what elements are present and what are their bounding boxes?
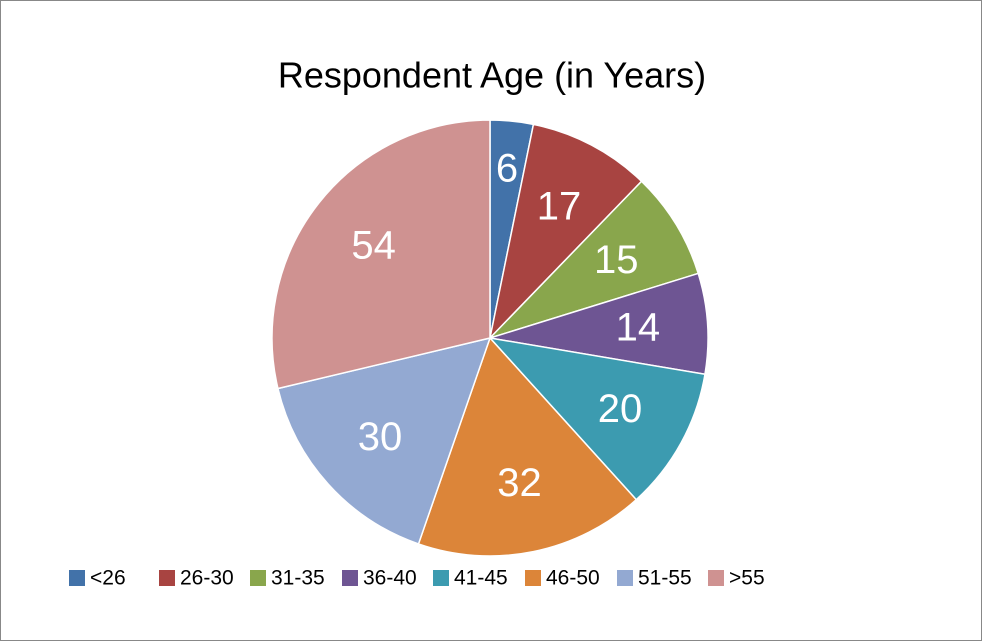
- legend-swatch: [69, 570, 85, 586]
- pie-slice: [417, 336, 638, 557]
- legend-label: 46-50: [546, 567, 600, 590]
- chart-title: Respondent Age (in Years): [278, 55, 706, 96]
- legend-swatch: [250, 570, 266, 586]
- data-label: 15: [594, 238, 639, 282]
- data-label: 54: [351, 224, 396, 268]
- data-label: 6: [496, 146, 518, 190]
- pie-slice: [489, 272, 709, 376]
- legend-label: 36-40: [363, 567, 417, 590]
- legend-label: <26: [90, 567, 126, 590]
- data-label: 20: [598, 387, 643, 431]
- data-label: 32: [497, 461, 542, 505]
- pie-slice: [271, 119, 491, 390]
- legend-label: 26-30: [180, 567, 234, 590]
- pie-slice: [489, 180, 700, 339]
- data-label: 14: [616, 306, 661, 350]
- pie-slice: [487, 336, 706, 501]
- legend-swatch: [617, 570, 633, 586]
- legend-swatch: [159, 570, 175, 586]
- data-label: 30: [358, 415, 403, 459]
- legend-label: >55: [729, 567, 765, 590]
- data-label: 17: [537, 184, 582, 228]
- pie-slice: [488, 123, 643, 341]
- legend-swatch: [525, 570, 541, 586]
- legend-swatch: [708, 570, 724, 586]
- legend-swatch: [342, 570, 358, 586]
- legend-swatch: [433, 570, 449, 586]
- legend-label: 31-35: [271, 567, 325, 590]
- legend-label: 41-45: [454, 567, 508, 590]
- pie-slice: [277, 336, 492, 545]
- legend-label: 51-55: [638, 567, 692, 590]
